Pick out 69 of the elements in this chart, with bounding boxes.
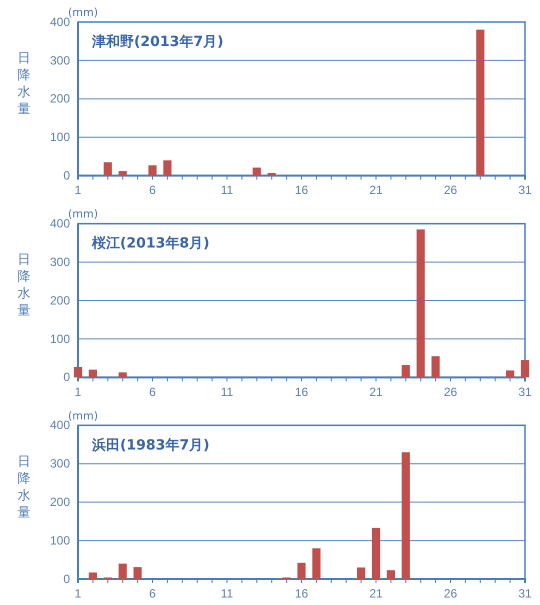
y-tick-label: 100 [50, 332, 70, 346]
x-tick-label: 1 [74, 183, 82, 198]
bar [386, 570, 395, 579]
y-tick-label: 200 [50, 92, 70, 106]
y-tick-label: 100 [50, 130, 70, 144]
x-tick-label: 11 [220, 384, 234, 399]
x-tick-label: 26 [444, 586, 458, 601]
bar [88, 370, 97, 378]
x-tick-label: 16 [294, 586, 308, 601]
y-tick-label: 200 [50, 293, 70, 308]
bar [372, 528, 380, 579]
bar [118, 372, 127, 378]
bar [402, 365, 410, 378]
x-tick-label: 21 [369, 586, 383, 601]
x-tick-label: 1 [74, 384, 82, 399]
x-tick-label: 6 [149, 586, 156, 601]
x-tick-label: 26 [444, 384, 458, 399]
x-tick-label: 31 [518, 384, 532, 399]
bar [268, 172, 276, 176]
y-tick-label: 300 [50, 254, 70, 269]
y-tick-label: 200 [50, 495, 70, 510]
y-tick-label: 300 [50, 456, 70, 471]
bar [520, 360, 530, 378]
y-tick-label: 400 [50, 14, 70, 29]
x-tick-label: 6 [149, 384, 156, 399]
y-axis-title: 日降水量 [18, 252, 30, 319]
bar [402, 452, 410, 579]
y-axis-title: 日降水量 [18, 454, 30, 520]
bar [252, 168, 261, 176]
text: 桜江(2013年8月) [91, 236, 210, 252]
bar [104, 162, 112, 176]
bar [416, 229, 425, 378]
text: (mm) [68, 208, 98, 221]
bar [163, 160, 172, 176]
text: (mm) [68, 6, 98, 19]
bar [88, 572, 97, 579]
bar [118, 171, 127, 176]
y-tick-label: 400 [50, 418, 70, 432]
bar [134, 567, 142, 579]
bar [74, 366, 82, 378]
text: (mm) [68, 409, 98, 422]
x-tick-label: 21 [369, 384, 383, 399]
bar [312, 548, 320, 579]
bar [297, 562, 306, 579]
y-axis-title: 日降水量 [18, 51, 30, 117]
text: 津和野(2013年7月) [91, 34, 224, 50]
x-tick-label: 16 [294, 384, 308, 399]
y-tick-label: 100 [50, 533, 70, 548]
x-tick-label: 11 [220, 586, 234, 601]
y-tick-label: 0 [63, 370, 70, 384]
x-tick-label: 31 [518, 183, 532, 198]
x-tick-label: 11 [220, 183, 234, 198]
bar [357, 567, 366, 579]
x-tick-label: 26 [444, 183, 458, 198]
x-tick-label: 1 [74, 586, 82, 601]
text: 浜田(1983年7月) [91, 437, 210, 454]
bar [476, 30, 484, 176]
x-tick-label: 6 [149, 183, 156, 198]
bar [118, 564, 127, 579]
bar [432, 356, 440, 378]
y-tick-label: 0 [63, 168, 70, 183]
bar [148, 165, 157, 176]
y-tick-label: 300 [50, 53, 70, 68]
x-tick-label: 16 [294, 183, 308, 198]
x-tick-label: 31 [518, 586, 532, 601]
y-tick-label: 0 [63, 572, 70, 586]
y-tick-label: 400 [50, 216, 70, 231]
x-tick-label: 21 [369, 183, 383, 198]
bar [506, 370, 514, 378]
